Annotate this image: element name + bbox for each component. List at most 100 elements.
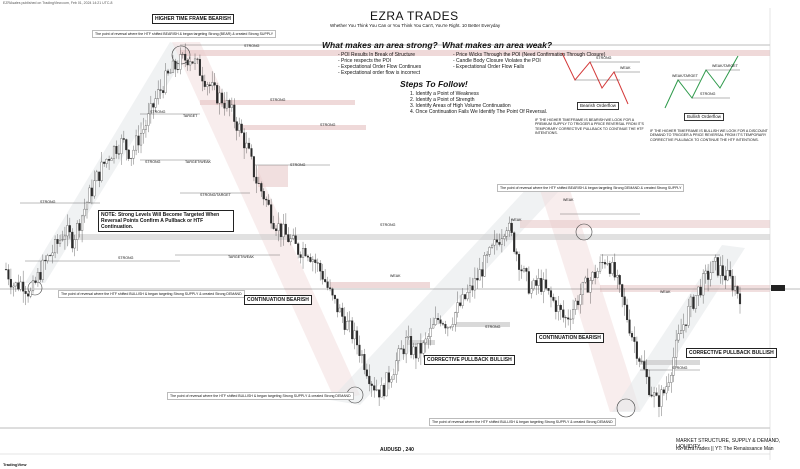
candle-body xyxy=(324,279,327,282)
level-tag: STRONG xyxy=(150,110,166,114)
candle-body xyxy=(162,90,165,93)
candle-body xyxy=(279,223,282,238)
candle-body xyxy=(299,254,302,258)
candle-body xyxy=(360,354,364,356)
ribbon-bear-1 xyxy=(172,42,360,400)
candle-body xyxy=(616,275,619,278)
reversal-circle xyxy=(575,223,593,241)
candle-body xyxy=(410,336,413,355)
candle-body xyxy=(331,288,334,296)
level-tag: STRONG xyxy=(485,325,501,329)
candle-body xyxy=(314,259,317,263)
candle-body xyxy=(687,306,690,326)
footer-line2: IG: EzraTrades || YT: The Renaissance Ma… xyxy=(676,446,774,452)
candle-body xyxy=(454,312,457,325)
candle-body xyxy=(581,282,584,295)
candle-body xyxy=(110,158,113,161)
bearish-orderflow-title: Bearish Orderflow xyxy=(577,102,620,110)
candle-body xyxy=(601,262,604,263)
candle-body xyxy=(532,280,535,289)
candle-body xyxy=(220,92,224,104)
candle-body xyxy=(250,148,253,157)
candle-body xyxy=(611,262,614,274)
candle-body xyxy=(451,324,454,328)
candle-body xyxy=(726,270,729,281)
candle-body xyxy=(549,290,553,298)
candle-body xyxy=(481,269,484,277)
candle-body xyxy=(316,262,319,264)
price-axis xyxy=(769,8,785,460)
candle-body xyxy=(429,327,432,337)
candle-body xyxy=(363,354,366,370)
level-tag: TARGET xyxy=(183,114,198,118)
candle-body xyxy=(41,259,44,280)
candle-body xyxy=(434,318,437,325)
candle-body xyxy=(567,317,570,320)
candle-body xyxy=(439,319,442,324)
candle-body xyxy=(22,281,25,292)
candle-body xyxy=(729,270,732,277)
candle-body xyxy=(120,138,123,155)
candle-body xyxy=(508,222,511,231)
candle-body xyxy=(265,198,268,201)
candle-body xyxy=(112,146,116,159)
candle-body xyxy=(574,300,577,310)
candle-body xyxy=(486,254,489,256)
candle-body xyxy=(44,259,47,261)
reversal-note-bottom-right: The point of reversal where the HTF shif… xyxy=(429,418,616,426)
candle-body xyxy=(665,386,668,394)
tradingview-logo[interactable]: TradingView xyxy=(3,462,27,467)
candle-body xyxy=(591,271,594,281)
candle-body xyxy=(88,187,91,203)
brand-title: EZRA TRADES xyxy=(370,9,459,23)
candle-body xyxy=(677,333,680,341)
candle-body xyxy=(274,228,278,231)
candle-body xyxy=(223,102,226,109)
candle-body xyxy=(738,293,742,305)
candle-body xyxy=(174,60,177,70)
level-tag: STRONG xyxy=(244,44,260,48)
candle-body xyxy=(694,295,697,309)
candle-body xyxy=(93,180,96,197)
candle-body xyxy=(424,338,427,344)
candle-body xyxy=(682,324,685,331)
bullish-orderflow-text: IF THE HIGHER TIMEFRAME IS BULLISH WE LO… xyxy=(650,129,768,142)
candle-body xyxy=(417,343,420,359)
candle-body xyxy=(292,235,295,239)
candle-body xyxy=(662,389,665,394)
supply-zone xyxy=(600,285,770,292)
candle-body xyxy=(115,146,118,154)
steps-heading: Steps To Follow! xyxy=(400,79,468,89)
candle-body xyxy=(402,348,405,355)
candle-body xyxy=(245,142,248,149)
candle-body xyxy=(461,294,464,306)
candle-body xyxy=(547,288,550,291)
level-tag: TARGET/WEAK xyxy=(228,255,254,259)
candle-body xyxy=(643,361,646,370)
ribbon-bear-2 xyxy=(540,190,640,412)
reversal-note-bottom-mid: The point of reversal where the HTF shif… xyxy=(167,392,354,400)
candle-body xyxy=(478,269,481,281)
supply-zone xyxy=(520,220,770,228)
candle-body xyxy=(132,149,135,159)
candle-body xyxy=(441,323,445,325)
candle-body xyxy=(542,279,545,292)
candle-body xyxy=(68,225,71,233)
candle-body xyxy=(328,287,332,289)
bearish-orderflow-diagram xyxy=(561,52,640,105)
candle-body xyxy=(468,285,472,293)
candle-body xyxy=(240,123,243,133)
candle-body xyxy=(459,302,462,306)
candle-body xyxy=(405,337,408,355)
candle-body xyxy=(73,239,76,249)
candle-body xyxy=(734,286,737,291)
candle-body xyxy=(252,156,255,178)
candle-body xyxy=(635,341,638,359)
candle-body xyxy=(34,280,37,283)
candle-body xyxy=(707,270,710,280)
candle-body xyxy=(135,135,138,151)
candle-body xyxy=(675,339,678,358)
candle-body xyxy=(262,191,265,200)
candle-body xyxy=(520,269,523,272)
